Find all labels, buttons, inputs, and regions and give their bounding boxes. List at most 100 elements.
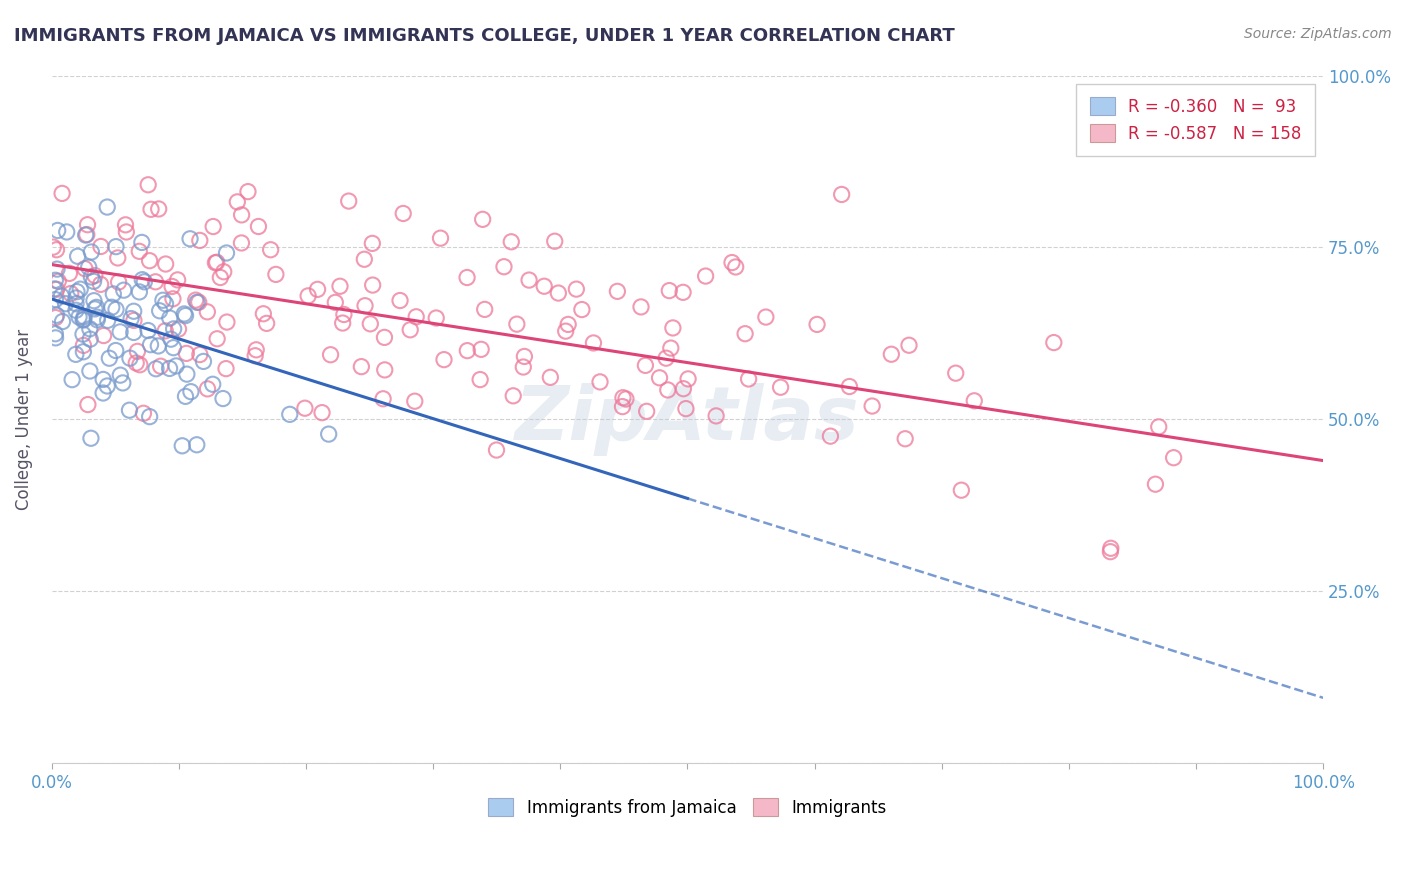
Point	[456, 270, 478, 285]
Text: Source: ZipAtlas.com: Source: ZipAtlas.com	[1244, 27, 1392, 41]
Point	[136, 324, 159, 338]
Point	[492, 260, 515, 274]
Point	[202, 219, 225, 234]
Point	[60, 373, 83, 387]
Point	[112, 283, 135, 297]
Point	[429, 231, 451, 245]
Point	[806, 318, 828, 332]
Point	[1099, 541, 1122, 556]
Point	[636, 404, 658, 418]
Point	[166, 273, 188, 287]
Point	[675, 401, 697, 416]
Point	[45, 243, 67, 257]
Point	[359, 317, 381, 331]
Point	[65, 347, 87, 361]
Point	[672, 285, 695, 300]
Text: IMMIGRANTS FROM JAMAICA VS IMMIGRANTS COLLEGE, UNDER 1 YEAR CORRELATION CHART: IMMIGRANTS FROM JAMAICA VS IMMIGRANTS CO…	[14, 27, 955, 45]
Point	[533, 279, 555, 293]
Point	[501, 235, 523, 249]
Point	[72, 327, 94, 342]
Point	[502, 389, 524, 403]
Point	[721, 255, 744, 269]
Point	[405, 310, 427, 324]
Point	[104, 343, 127, 358]
Point	[544, 234, 567, 248]
Point	[148, 202, 170, 216]
Point	[51, 289, 73, 303]
Point	[392, 206, 415, 220]
Point	[565, 282, 588, 296]
Point	[122, 313, 145, 327]
Point	[115, 225, 138, 239]
Point	[554, 324, 576, 338]
Point	[159, 361, 181, 376]
Point	[184, 293, 207, 307]
Point	[1144, 477, 1167, 491]
Point	[104, 240, 127, 254]
Point	[247, 219, 270, 234]
Point	[118, 351, 141, 366]
Point	[138, 253, 160, 268]
Point	[128, 358, 150, 372]
Point	[433, 352, 456, 367]
Point	[136, 178, 159, 192]
Point	[657, 383, 679, 397]
Point	[205, 255, 228, 269]
Point	[91, 372, 114, 386]
Point	[51, 315, 73, 329]
Point	[606, 285, 628, 299]
Point	[318, 427, 340, 442]
Point	[236, 185, 259, 199]
Point	[90, 239, 112, 253]
Point	[44, 282, 66, 296]
Point	[329, 279, 352, 293]
Point	[350, 359, 373, 374]
Point	[517, 273, 540, 287]
Point	[91, 386, 114, 401]
Point	[513, 350, 536, 364]
Point	[66, 249, 89, 263]
Point	[98, 351, 121, 366]
Point	[72, 338, 94, 352]
Point	[205, 332, 228, 346]
Point	[118, 403, 141, 417]
Point	[77, 398, 100, 412]
Point	[101, 300, 124, 314]
Point	[371, 392, 394, 406]
Point	[134, 275, 156, 289]
Point	[456, 343, 478, 358]
Point	[79, 322, 101, 336]
Point	[186, 295, 208, 310]
Point	[152, 293, 174, 308]
Point	[337, 194, 360, 208]
Point	[45, 308, 67, 322]
Point	[76, 227, 98, 242]
Point	[145, 275, 167, 289]
Point	[831, 187, 853, 202]
Point	[155, 297, 177, 311]
Point	[110, 368, 132, 383]
Point	[46, 274, 69, 288]
Point	[77, 260, 100, 275]
Point	[148, 339, 170, 353]
Point	[737, 372, 759, 386]
Point	[470, 343, 492, 357]
Point	[204, 256, 226, 270]
Y-axis label: College, Under 1 year: College, Under 1 year	[15, 329, 32, 510]
Point	[45, 282, 67, 296]
Point	[963, 393, 986, 408]
Point	[139, 202, 162, 217]
Point	[80, 244, 103, 259]
Point	[695, 268, 717, 283]
Point	[83, 274, 105, 288]
Point	[195, 305, 218, 319]
Point	[354, 299, 377, 313]
Point	[160, 279, 183, 293]
Point	[950, 483, 973, 498]
Point	[256, 317, 278, 331]
Point	[648, 371, 671, 385]
Point	[231, 208, 253, 222]
Point	[769, 380, 792, 394]
Point	[86, 301, 108, 315]
Point	[83, 268, 105, 283]
